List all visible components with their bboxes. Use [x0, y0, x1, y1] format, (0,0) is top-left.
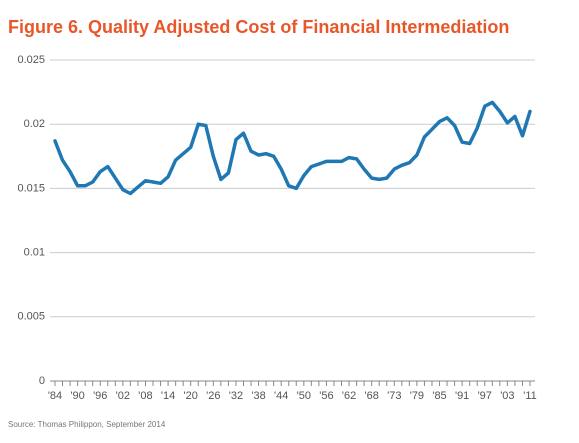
x-tick-label: '20 [184, 390, 198, 402]
x-tick-label: '11 [523, 390, 537, 402]
chart-title: Figure 6. Quality Adjusted Cost of Finan… [8, 17, 509, 37]
y-tick-label: 0.005 [17, 311, 45, 323]
x-tick-label: '14 [161, 390, 175, 402]
x-tick-label: '50 [297, 390, 311, 402]
x-tick-label: '90 [70, 390, 84, 402]
line [53, 100, 532, 196]
source: Source: Thomas Philippon, September 2014 [8, 420, 166, 429]
x-tick-label: '56 [319, 390, 333, 402]
x-tick-label: '91 [455, 390, 469, 402]
x-tick-label: '84 [48, 390, 62, 402]
x-tick-label: '79 [410, 390, 424, 402]
y-tick-label: 0 [39, 375, 45, 387]
x-tick-label: '02 [116, 390, 130, 402]
x-tick-label: '73 [387, 390, 401, 402]
y-tick-label: 0.015 [17, 182, 45, 194]
y-tick-label: 0.02 [24, 118, 45, 130]
y-tick-label: 0.01 [24, 247, 45, 259]
x-tick-label: '68 [364, 390, 378, 402]
x-tick-label: '32 [229, 390, 243, 402]
x-tick-label: '97 [478, 390, 492, 402]
y-tick-label: 0.025 [17, 54, 45, 66]
x-tick-label: '03 [500, 390, 514, 402]
x-tick-label: '85 [432, 390, 446, 402]
x-tick-label: '26 [206, 390, 220, 402]
x-tick-label: '08 [138, 390, 152, 402]
x-tick-label: '62 [342, 390, 356, 402]
x-tick-label: '38 [251, 390, 265, 402]
x-tick-label: '44 [274, 390, 288, 402]
x-tick-label: '96 [93, 390, 107, 402]
